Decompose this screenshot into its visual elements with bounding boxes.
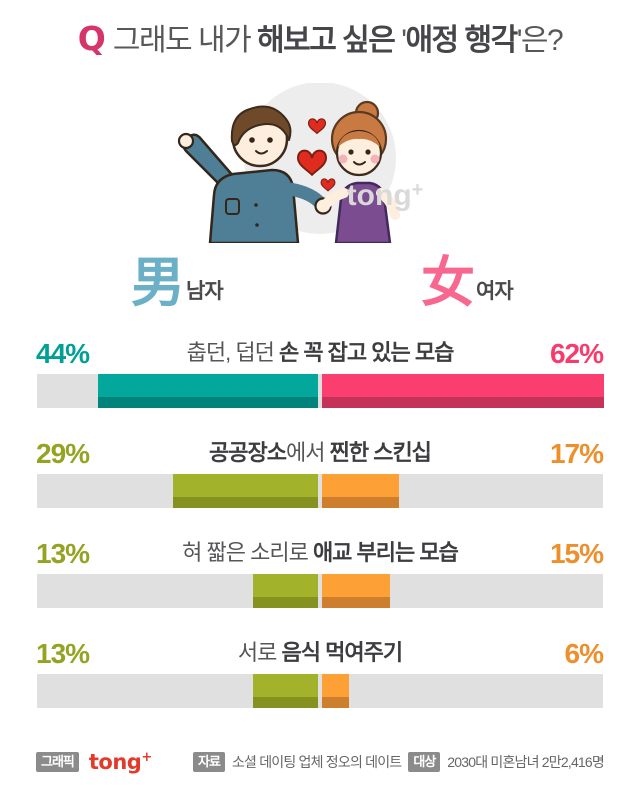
woman-hand [318, 200, 330, 212]
male-bar [173, 474, 318, 508]
bar-track [37, 474, 603, 508]
row-header: 29% 공공장소에서 찐한 스킨십 17% [0, 437, 640, 469]
female-percent: 17% [549, 438, 604, 469]
question-mark: Q [77, 19, 106, 58]
female-hanja: 女 [421, 252, 475, 313]
watermark-plus: + [412, 179, 424, 201]
watermark-text: tong [347, 179, 412, 212]
male-hanja: 男 [131, 252, 185, 313]
hearts-icon [297, 118, 336, 192]
row-header: 44% 춥던, 덥던 손 꼭 잡고 있는 모습 62% [0, 337, 640, 369]
target-badge: 대상 [408, 752, 441, 772]
title-seg5: '은? [516, 24, 564, 57]
chart-row: 13% 서로 음식 먹여주기 6% [0, 637, 640, 708]
row-label: 공공장소에서 찐한 스킨십 [0, 437, 640, 469]
row-label-part: 애교 부리는 모습 [312, 540, 459, 565]
footer-source-info: 자료 소셜 데이팅 업체 정오의 데이트 대상 2030대 미혼남녀 2만2,4… [193, 752, 605, 772]
row-label-part: 혀 짧은 소리로 [182, 540, 313, 565]
female-bar [322, 474, 399, 508]
woman-figure [318, 100, 400, 243]
title-seg4: 애정 행각 [405, 24, 518, 57]
page-title: Q 그래도 내가 해보고 싶은 '애정 행각'은? [0, 15, 640, 59]
title-seg1: 그래도 내가 [112, 24, 258, 57]
female-header: 女 여자 [421, 252, 514, 313]
row-label: 춥던, 덥던 손 꼭 잡고 있는 모습 [0, 337, 640, 369]
female-bar [322, 674, 349, 708]
male-bar [253, 674, 318, 708]
row-header: 13% 서로 음식 먹여주기 6% [0, 637, 640, 669]
target-text: 2030대 미혼남녀 2만2,416명 [447, 754, 605, 770]
brand-plus: + [141, 750, 152, 765]
female-percent: 15% [549, 538, 604, 569]
heart-icon [307, 118, 327, 135]
female-bar [322, 574, 390, 608]
row-label-part: 에서 [286, 440, 330, 465]
title-seg3: ' [394, 24, 407, 57]
chart-row: 13% 혀 짧은 소리로 애교 부리는 모습 15% [0, 537, 640, 608]
chart-rows: 44% 춥던, 덥던 손 꼭 잡고 있는 모습 62% 29% 공공장소에서 찐… [0, 337, 640, 708]
male-percent: 29% [36, 438, 90, 469]
footer: 그래픽 tong+ 자료 소셜 데이팅 업체 정오의 데이트 대상 2030대 … [0, 750, 640, 774]
heart-icon [297, 149, 327, 177]
male-header: 男 남자 [131, 252, 224, 313]
source-badge: 자료 [193, 752, 225, 772]
bar-track [37, 674, 603, 708]
female-percent: 62% [549, 338, 604, 369]
brand-text: tong [88, 750, 142, 774]
couple-illustration: tong+ [177, 83, 424, 243]
bar-track [37, 574, 603, 608]
graphic-badge: 그래픽 [36, 752, 79, 772]
title-seg2: 해보고 싶은 [257, 24, 396, 57]
row-label-part: 춥던, 덥던 [186, 340, 279, 365]
female-bar [322, 374, 604, 408]
row-label-part: 서로 [237, 640, 282, 665]
illustration-wrap: tong+ [0, 83, 640, 243]
male-percent: 13% [36, 538, 90, 569]
female-korean-label: 여자 [476, 280, 514, 303]
male-percent: 13% [36, 638, 90, 669]
chart-row: 44% 춥던, 덥던 손 꼭 잡고 있는 모습 62% [0, 337, 640, 408]
watermark: tong+ [347, 179, 424, 212]
footer-graphic-credit: 그래픽 tong+ [36, 750, 152, 774]
male-bar [98, 374, 318, 408]
row-label-part: 손 꼭 잡고 있는 모습 [278, 340, 454, 365]
source-text: 소셜 데이팅 업체 정오의 데이트 [231, 754, 402, 770]
gender-headers: 男 남자 女 여자 [0, 247, 640, 313]
row-label: 서로 음식 먹여주기 [0, 637, 640, 669]
bar-track [37, 374, 604, 408]
row-label-part: 음식 먹여주기 [281, 640, 404, 665]
male-bar [253, 574, 318, 608]
man-figure [177, 105, 332, 243]
row-label: 혀 짧은 소리로 애교 부리는 모습 [0, 537, 640, 569]
brand-logo: tong+ [89, 750, 152, 774]
female-percent: 6% [564, 638, 604, 669]
row-label-part: 공공장소 [209, 440, 287, 465]
male-percent: 44% [36, 338, 90, 369]
chart-row: 29% 공공장소에서 찐한 스킨십 17% [0, 437, 640, 508]
heart-icon [320, 178, 336, 192]
row-label-part: 찐한 스킨십 [329, 440, 432, 465]
male-korean-label: 남자 [186, 280, 224, 303]
row-header: 13% 혀 짧은 소리로 애교 부리는 모습 15% [0, 537, 640, 569]
